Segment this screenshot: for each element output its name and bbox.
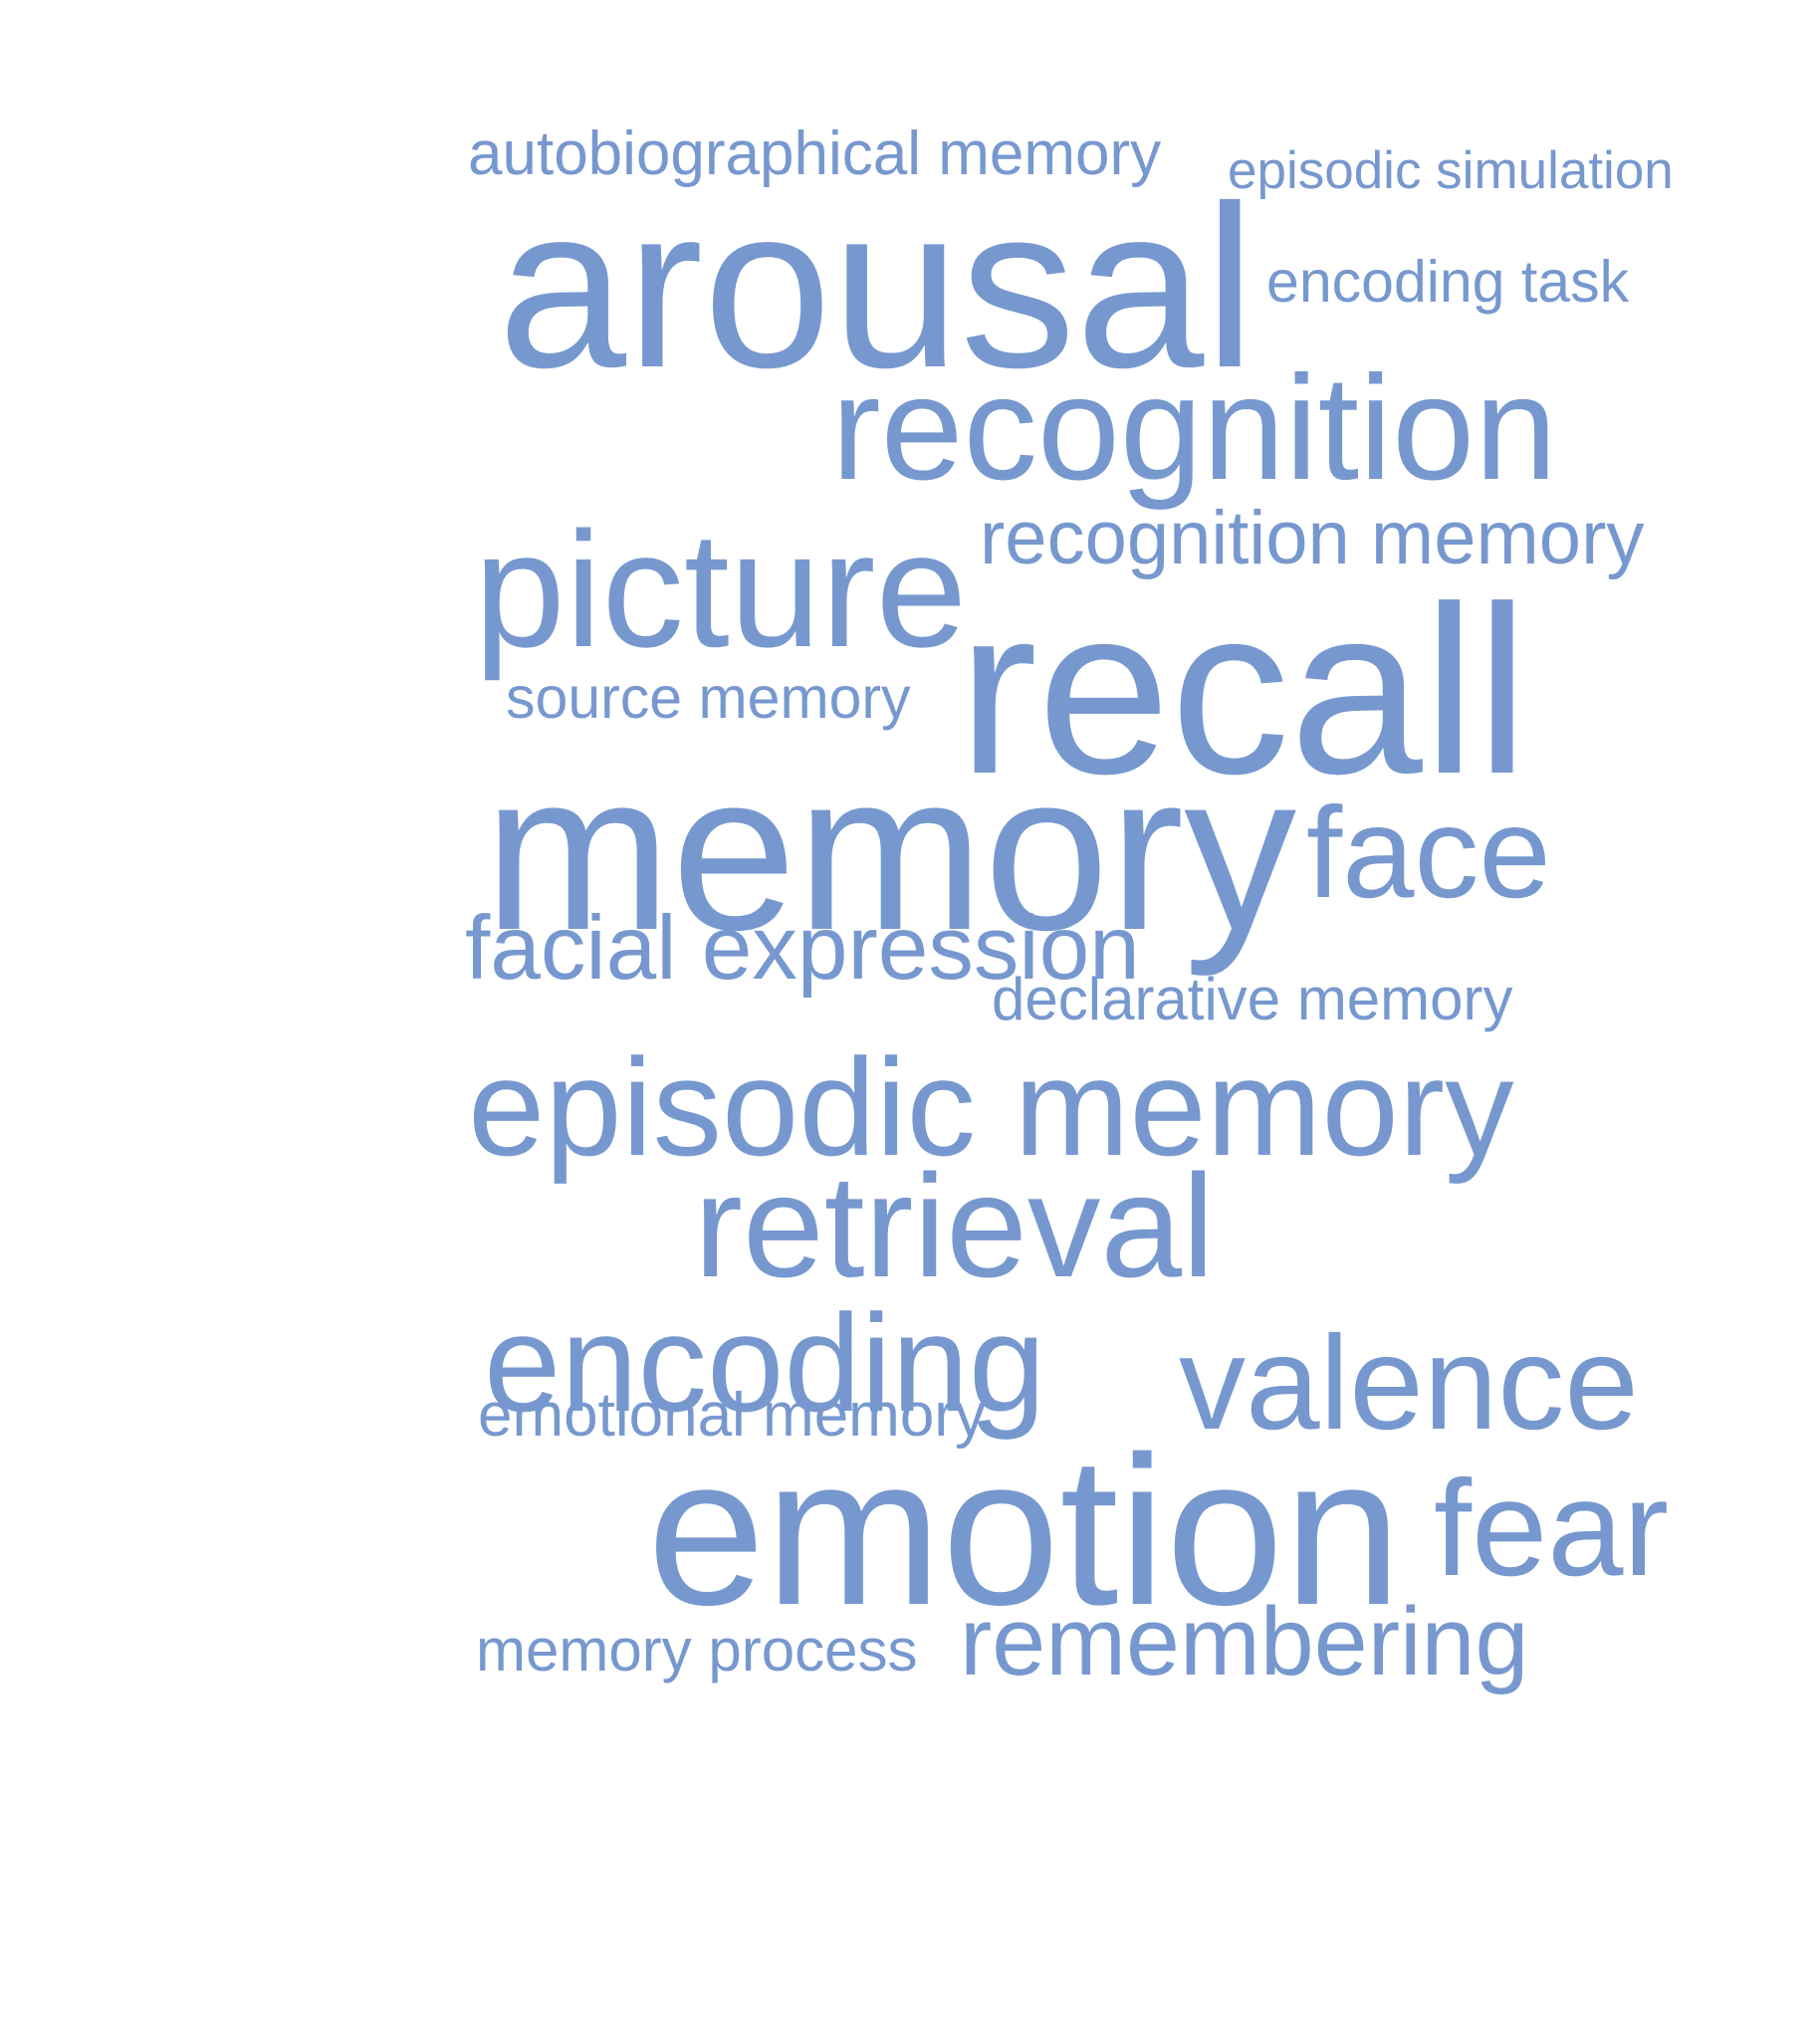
word-arousal: arousal [498, 158, 1255, 416]
word-memory: memory [484, 725, 1297, 977]
word-encoding: encoding [484, 1286, 1046, 1441]
word-retrieval: retrieval [694, 1145, 1215, 1308]
word-remembering: remembering [960, 1587, 1529, 1695]
word-fear: fear [1434, 1453, 1670, 1605]
word-autobiographical-memory: autobiographical memory [468, 119, 1162, 188]
word-episodic-memory: episodic memory [468, 1030, 1514, 1185]
word-recall: recall [958, 557, 1529, 823]
word-picture: picture [474, 498, 968, 681]
word-valence: valence [1179, 1309, 1639, 1458]
word-recognition-memory: recognition memory [980, 496, 1645, 580]
word-episodic-simulation: episodic simulation [1228, 141, 1674, 200]
word-emotion: emotion [647, 1413, 1402, 1650]
word-facial-expression: facial expression [465, 898, 1140, 999]
word-face: face [1306, 780, 1551, 925]
word-encoding-task: encoding task [1266, 249, 1630, 315]
word-emotional-memory: emotional memory [478, 1381, 986, 1450]
word-memory-process: memory process [476, 1617, 918, 1683]
word-source-memory: source memory [506, 665, 911, 731]
word-recognition: recognition [831, 344, 1557, 511]
word-declarative-memory: declarative memory [992, 966, 1513, 1032]
